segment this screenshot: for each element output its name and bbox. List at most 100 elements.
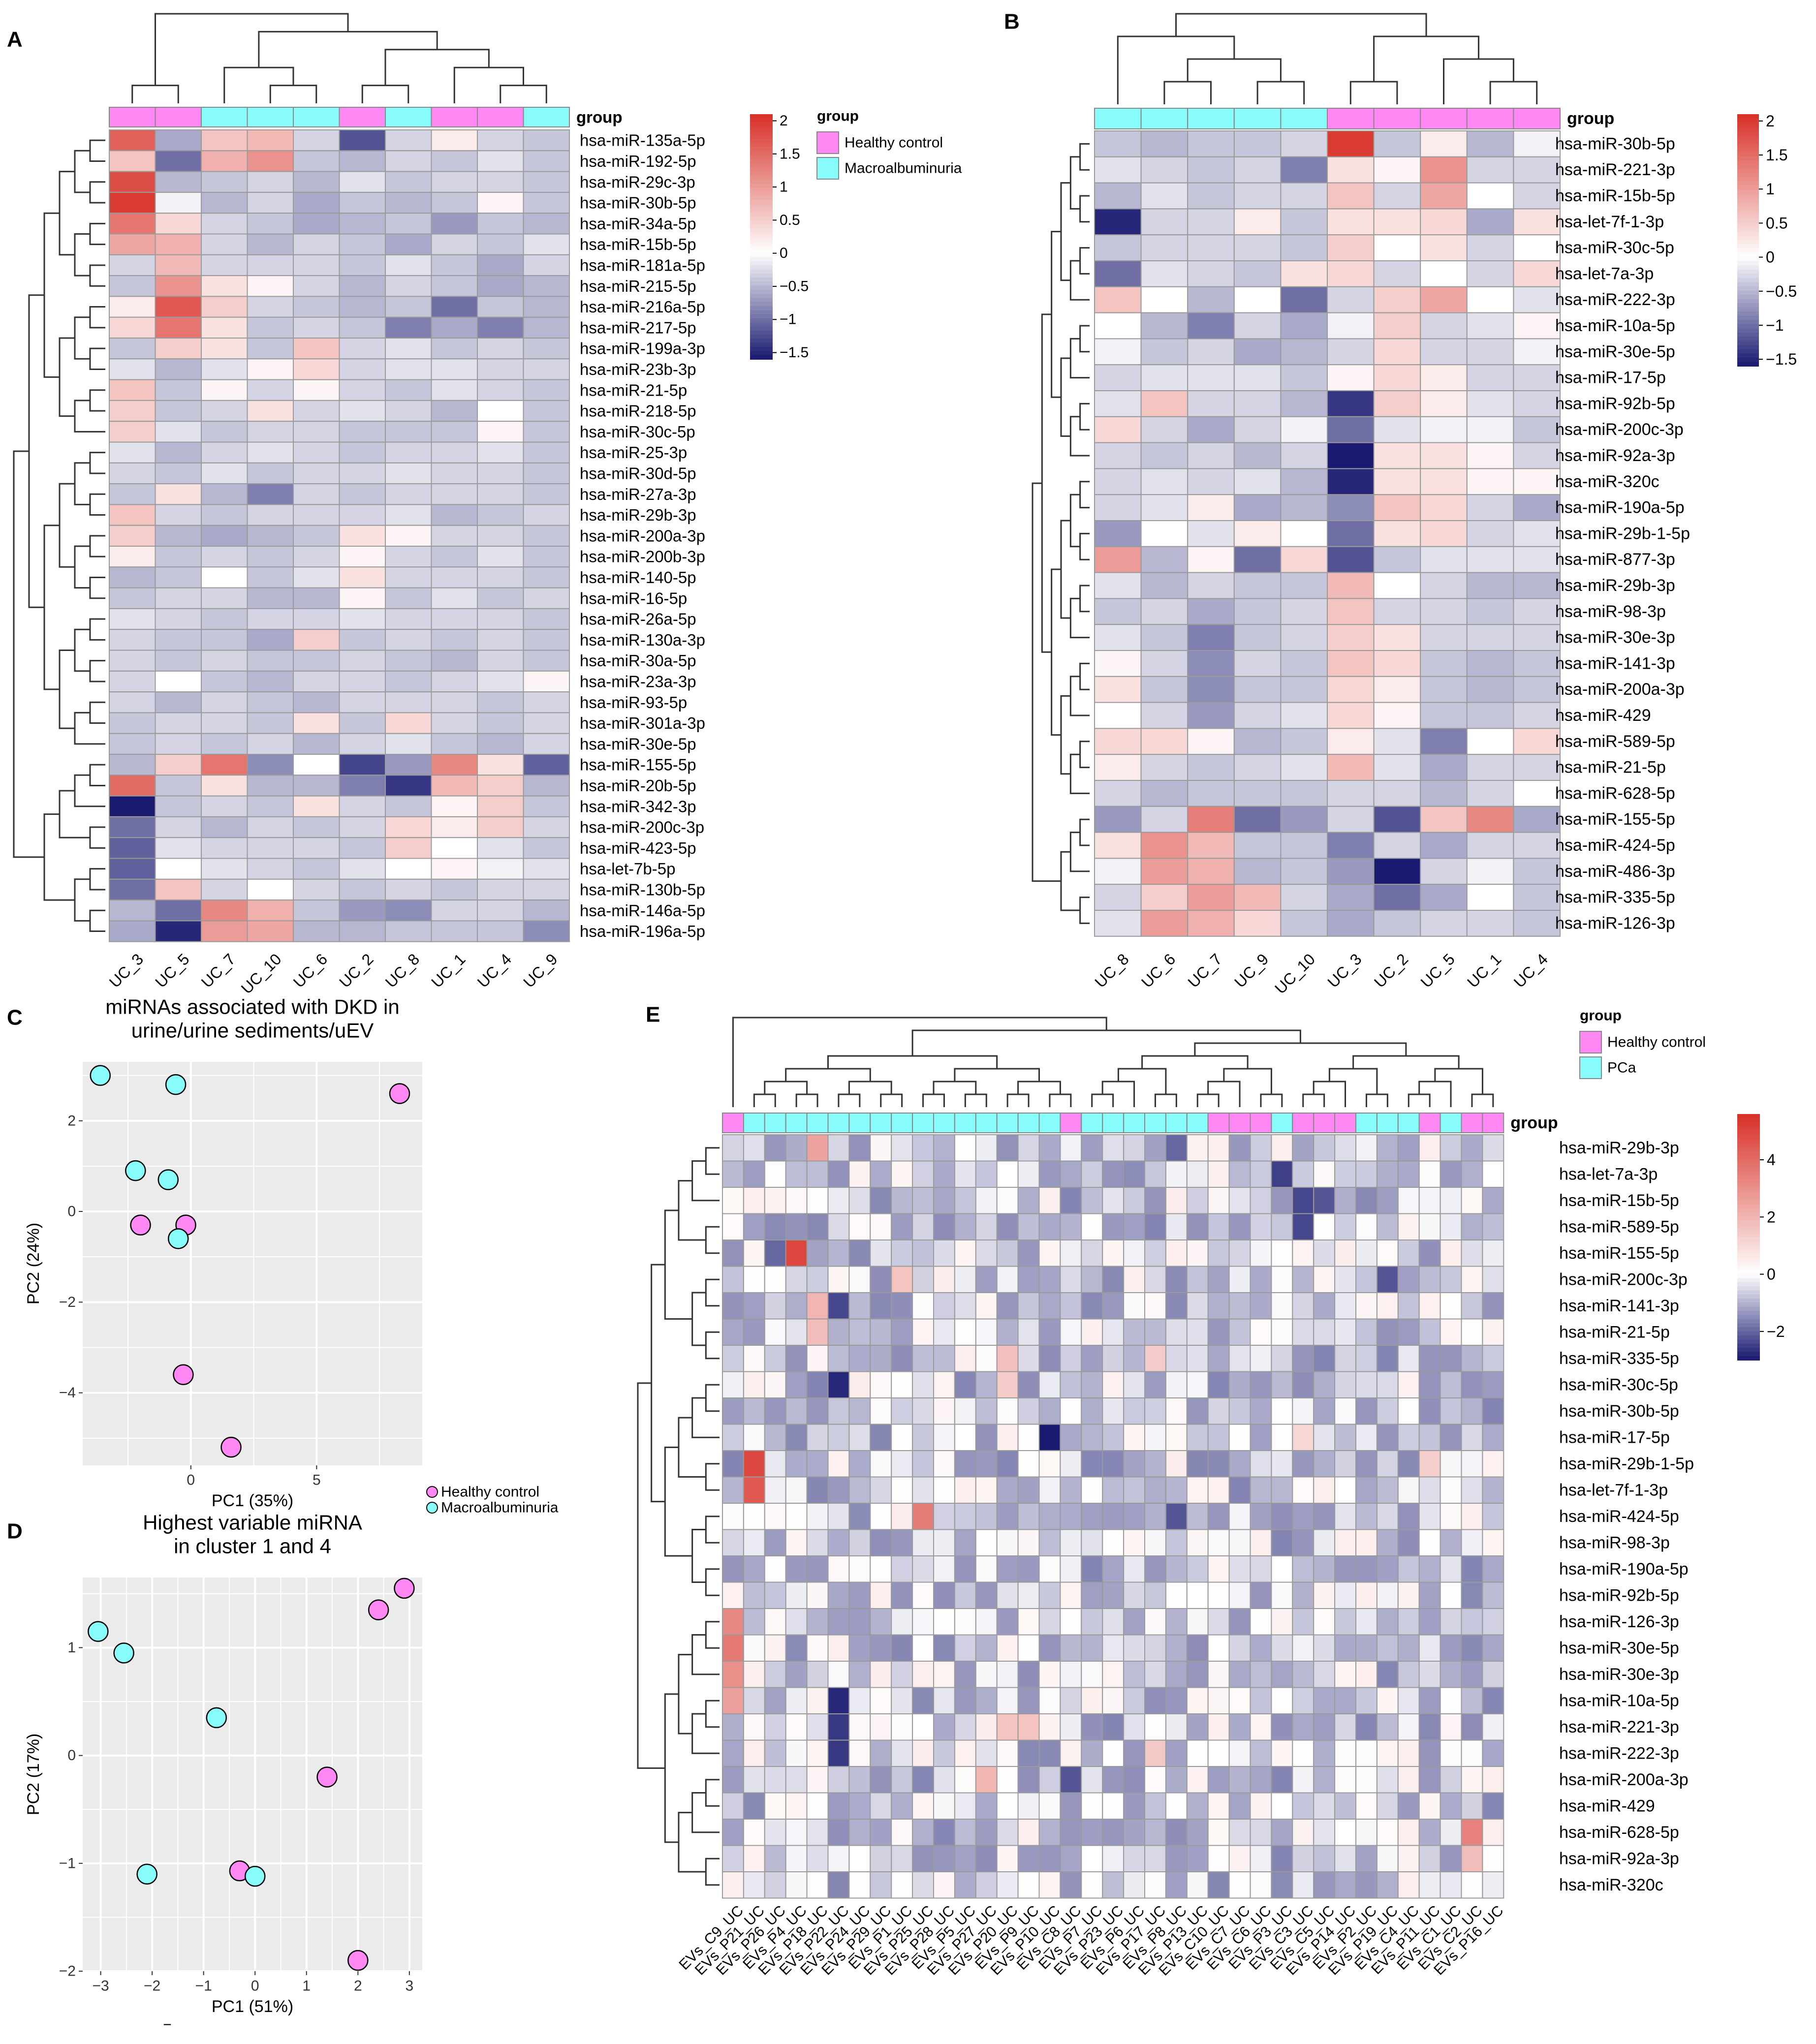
heatmap-cell [827, 1819, 850, 1846]
y-tick-label: −2 [59, 1294, 76, 1310]
heatmap-cell [109, 566, 156, 588]
heatmap-cell [1482, 1292, 1504, 1320]
heatmap-cell [975, 1871, 998, 1899]
group-cell-macro [1017, 1113, 1040, 1133]
color-scale-step [1737, 1249, 1760, 1254]
heatmap-cell [785, 1634, 808, 1662]
heatmap-cell [1327, 780, 1375, 807]
heatmap-cell [1397, 1845, 1420, 1872]
x-tick-label: 1 [302, 1978, 311, 1994]
heatmap-cell [339, 400, 386, 422]
heatmap-cell [912, 1239, 934, 1267]
heatmap-cell [385, 525, 432, 547]
heatmap-cell [954, 1713, 976, 1741]
heatmap-cell [1017, 1871, 1040, 1899]
row-label: hsa-miR-29b-3p [580, 506, 696, 524]
heatmap-cell [1482, 1187, 1504, 1214]
heatmap-cell [891, 1450, 913, 1478]
heatmap-cell [1140, 728, 1189, 755]
row-label: hsa-miR-98-3p [1555, 602, 1666, 621]
heatmap-cell [477, 566, 524, 588]
heatmap-cell [1102, 1292, 1125, 1320]
heatmap-cell [912, 1450, 934, 1478]
row-label: hsa-miR-199a-3p [580, 340, 705, 358]
heatmap-cell [743, 1503, 765, 1530]
heatmap-cell [1207, 1581, 1230, 1609]
heatmap-cell [996, 1845, 1019, 1872]
panel-label-b: B [1004, 10, 1020, 34]
dendrogram-branch [28, 294, 44, 608]
heatmap-cell [385, 129, 432, 152]
heatmap-cell [1094, 442, 1142, 469]
heatmap-cell [247, 338, 294, 360]
heatmap-cell [1376, 1871, 1399, 1899]
heatmap-cell [827, 1187, 850, 1214]
heatmap-cell [247, 421, 294, 443]
color-scale-step [750, 278, 773, 282]
heatmap-cell [848, 1713, 871, 1741]
heatmap-cell [848, 1871, 871, 1899]
heatmap-cell [870, 1581, 892, 1609]
color-scale-step [1737, 181, 1759, 186]
heatmap-cell [1123, 1687, 1146, 1714]
heatmap-cell [1313, 1792, 1336, 1820]
heatmap-cell [827, 1450, 850, 1478]
color-scale-step [1737, 362, 1759, 367]
dendrogram-branch [1260, 1093, 1283, 1107]
heatmap-cell [1102, 1424, 1125, 1451]
heatmap-cell [912, 1819, 934, 1846]
color-scale-step [1737, 1151, 1760, 1156]
heatmap-cell [1094, 468, 1142, 496]
dendrogram-branch [691, 1292, 706, 1346]
heatmap-cell [293, 150, 340, 172]
dendrogram-branch [1079, 532, 1090, 560]
heatmap-cell [1292, 1713, 1315, 1741]
heatmap-cell [1060, 1634, 1082, 1662]
heatmap-cell [247, 858, 294, 880]
group-cell-healthy [339, 107, 386, 127]
heatmap-cell [201, 504, 248, 526]
heatmap-cell [1397, 1555, 1420, 1583]
heatmap-cell [806, 1503, 829, 1530]
heatmap-cell [1233, 208, 1282, 236]
group-cell-healthy [1327, 108, 1375, 129]
heatmap-cell [870, 1160, 892, 1188]
color-scale-step [750, 155, 773, 160]
heatmap-cell [1292, 1397, 1315, 1425]
heatmap-cell [954, 1503, 976, 1530]
heatmap-cell [912, 1845, 934, 1872]
heatmap-cell [477, 754, 524, 776]
heatmap-cell [1280, 780, 1328, 807]
heatmap-cell [954, 1239, 976, 1267]
heatmap-cell [1186, 1634, 1209, 1662]
color-scale-step [1737, 315, 1759, 321]
row-label: hsa-miR-200b-3p [580, 548, 705, 566]
heatmap-cell [1440, 1555, 1462, 1583]
heatmap-cell [1228, 1739, 1251, 1767]
heatmap-cell [1292, 1371, 1315, 1398]
heatmap-cell [933, 1739, 955, 1767]
heatmap-cell [1355, 1503, 1378, 1530]
row-label: hsa-miR-26a-5p [580, 610, 696, 628]
heatmap-cell [1334, 1713, 1357, 1741]
heatmap-cell [293, 338, 340, 360]
heatmap-cell [806, 1819, 829, 1846]
heatmap-cell [1461, 1397, 1483, 1425]
heatmap-cell [764, 1792, 786, 1820]
heatmap-cell [1440, 1397, 1462, 1425]
heatmap-cell [247, 878, 294, 901]
heatmap-cell [743, 1134, 765, 1162]
heatmap-cell [1271, 1318, 1293, 1346]
heatmap-cell [1292, 1266, 1315, 1293]
heatmap-cell [1397, 1397, 1420, 1425]
heatmap-cell [827, 1476, 850, 1504]
heatmap-cell [1327, 338, 1375, 366]
heatmap-cell [954, 1608, 976, 1636]
heatmap-cell [870, 1608, 892, 1636]
color-scale-step [1737, 240, 1759, 245]
heatmap-cell [1513, 805, 1561, 833]
heatmap-cell [1271, 1661, 1293, 1688]
heatmap-cell [431, 421, 478, 443]
heatmap-cell [1144, 1476, 1166, 1504]
heatmap-cell [1327, 416, 1375, 443]
